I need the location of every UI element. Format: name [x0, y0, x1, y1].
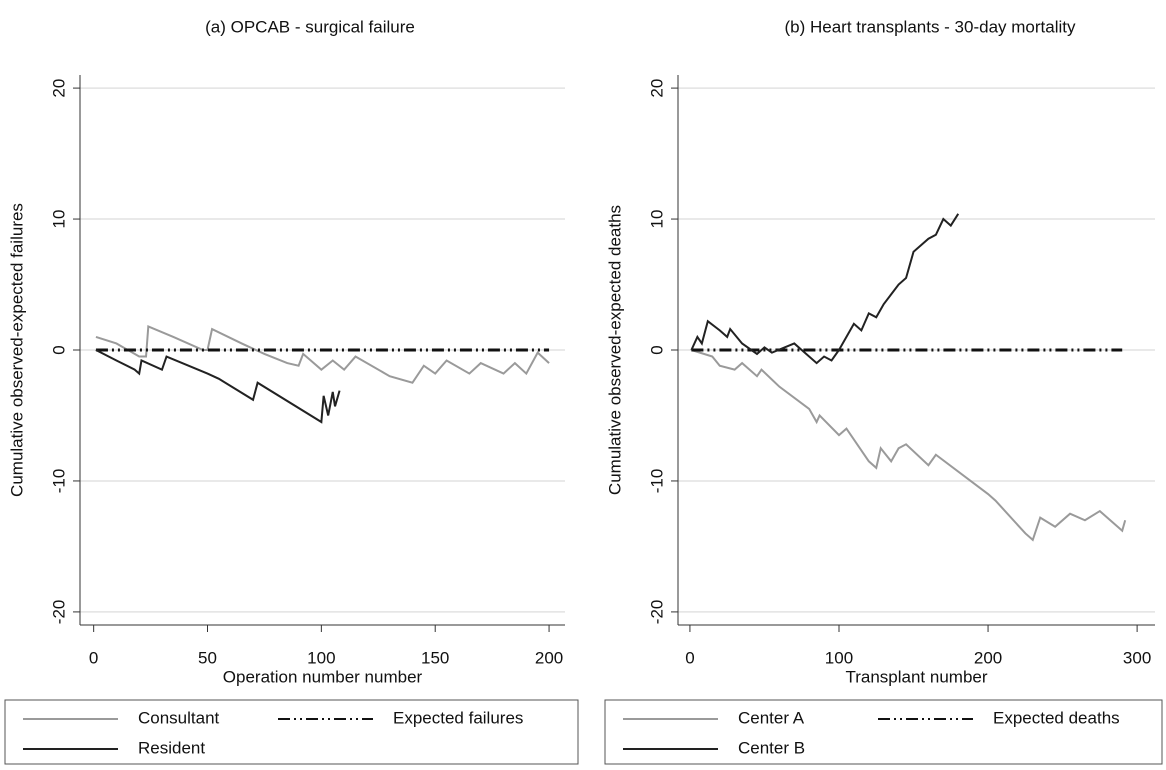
x-tick-label: 50 — [198, 648, 217, 667]
y-tick-label: 10 — [647, 210, 666, 229]
y-tick-label: -10 — [647, 469, 666, 494]
y-tick-label: 20 — [49, 79, 68, 98]
y-tick-label: 0 — [647, 345, 666, 354]
y-tick-label: 10 — [49, 210, 68, 229]
legend-label: Consultant — [138, 708, 220, 727]
y-tick-label: 0 — [49, 345, 68, 354]
legend-label: Expected deaths — [993, 708, 1120, 727]
y-axis-label: Cumulative observed-expected failures — [7, 203, 26, 497]
series-line — [690, 213, 960, 365]
legend-label: Expected failures — [393, 708, 523, 727]
x-tick-label: 0 — [685, 648, 694, 667]
y-tick-label: -10 — [49, 469, 68, 494]
x-tick-label: 300 — [1123, 648, 1151, 667]
x-tick-label: 100 — [825, 648, 853, 667]
x-axis-label: Transplant number — [845, 667, 987, 686]
legend-label: Center B — [738, 738, 805, 757]
legend-box — [4, 699, 579, 765]
y-tick-label: -20 — [49, 600, 68, 625]
y-tick-label: 20 — [647, 79, 666, 98]
y-tick-label: -20 — [647, 600, 666, 625]
legend-label: Resident — [138, 738, 205, 757]
y-axis-label: Cumulative observed-expected deaths — [605, 205, 624, 495]
x-tick-label: 200 — [974, 648, 1002, 667]
chart-title: (b) Heart transplants - 30-day mortality — [785, 17, 1076, 36]
chart-title: (a) OPCAB - surgical failure — [205, 17, 415, 36]
x-axis-label: Operation number number — [223, 667, 423, 686]
legend-label: Center A — [738, 708, 805, 727]
legend-box — [604, 699, 1163, 765]
series-line — [691, 349, 1127, 542]
x-tick-label: 150 — [421, 648, 449, 667]
x-tick-label: 200 — [535, 648, 563, 667]
x-tick-label: 0 — [89, 648, 98, 667]
series-line — [95, 349, 341, 424]
series-line — [95, 324, 550, 384]
x-tick-label: 100 — [307, 648, 335, 667]
